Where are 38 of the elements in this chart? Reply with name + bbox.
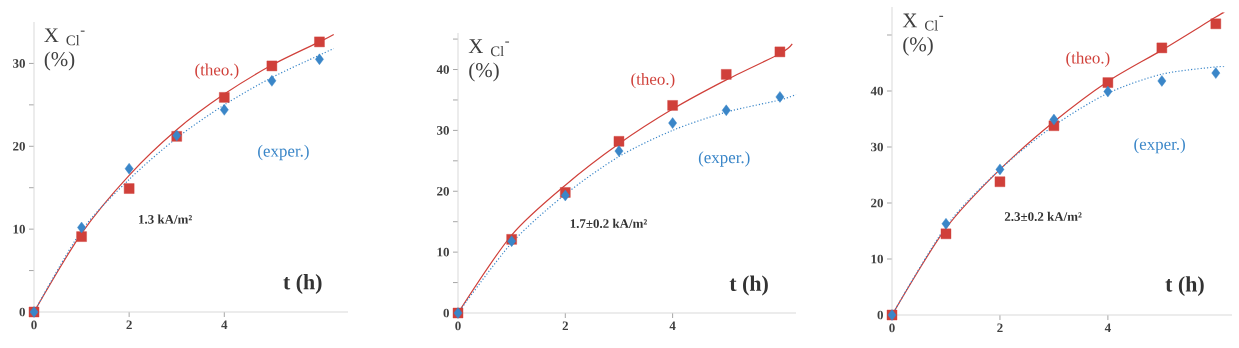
x-tick-label: 0 [889,323,895,333]
text: (exper.) [258,144,309,161]
text: (exper.) [1134,137,1185,154]
series-label: (theo.) [1066,51,1110,68]
text: X $_{Cl}$- (%) [902,13,944,56]
x-axis-title: t (h) [1165,276,1204,297]
y-tick-label: 30 [871,142,883,152]
y-tick-label: 30 [437,126,449,135]
annotation: 2.3±0.2 kA/m² [1004,211,1082,222]
y-tick-label: 0 [443,308,449,318]
text: (exper.) [698,151,750,167]
y-tick-label: 40 [870,86,883,96]
y-tick-label: 10 [437,247,449,257]
x-tick-label: 0 [455,321,461,331]
y-tick-label: 20 [871,198,883,208]
annotation: 1.7±0.2 kA/m² [570,218,647,228]
x-tick-label: 2 [562,321,568,331]
y-tick-label: 10 [871,254,883,264]
text: X $_{Cl}$- (%) [468,39,510,82]
x-tick-label: 4 [221,320,228,330]
y-tick-label: 20 [437,186,449,196]
x-tick-label: 0 [31,320,37,330]
y-tick-label: 40 [436,65,449,74]
y-tick-label: 0 [877,310,883,320]
y-tick-label: 30 [13,59,25,68]
y-tick-label: 20 [13,141,25,151]
x-axis-title: t (h) [729,275,768,296]
y-tick-label: 10 [13,224,25,234]
x-tick-label: 2 [997,323,1003,333]
x-tick-label: 4 [1104,323,1111,333]
x-tick-label: 4 [669,321,676,331]
x-axis-title: t (h) [283,274,322,294]
series-label: (theo.) [631,72,675,89]
text: X $_{Cl}$- (%) [44,28,85,71]
x-tick-label: 2 [126,320,132,330]
y-tick-label: 0 [19,307,25,317]
annotation: 1.3 kA/m² [139,214,192,224]
series-label: (theo.) [195,63,239,79]
